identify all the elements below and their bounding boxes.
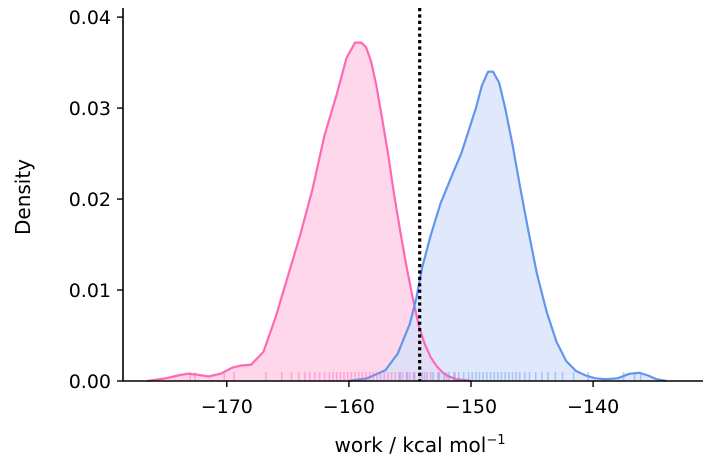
y-axis-label: Density [11, 159, 35, 235]
density-fill-series-2 [348, 71, 667, 381]
x-tick-label: −150 [445, 396, 497, 418]
y-ticks: 0.00 0.01 0.02 0.03 0.04 [69, 7, 123, 393]
x-tick-label: −160 [323, 396, 375, 418]
y-tick-label: 0.04 [69, 7, 111, 29]
y-tick-label: 0.03 [69, 98, 111, 120]
y-tick-label: 0.00 [69, 371, 111, 393]
density-fill-series-1 [147, 42, 471, 381]
axes [122, 8, 703, 382]
density-line-series-1 [147, 41, 472, 383]
y-tick-label: 0.01 [69, 280, 111, 302]
x-axis-label: work / kcal mol−1 [334, 433, 505, 457]
x-ticks: −170 −160 −150 −140 [201, 381, 619, 418]
plot-area [147, 8, 667, 383]
y-tick-label: 0.02 [69, 189, 111, 211]
x-tick-label: −140 [567, 396, 619, 418]
x-tick-label: −170 [201, 396, 253, 418]
